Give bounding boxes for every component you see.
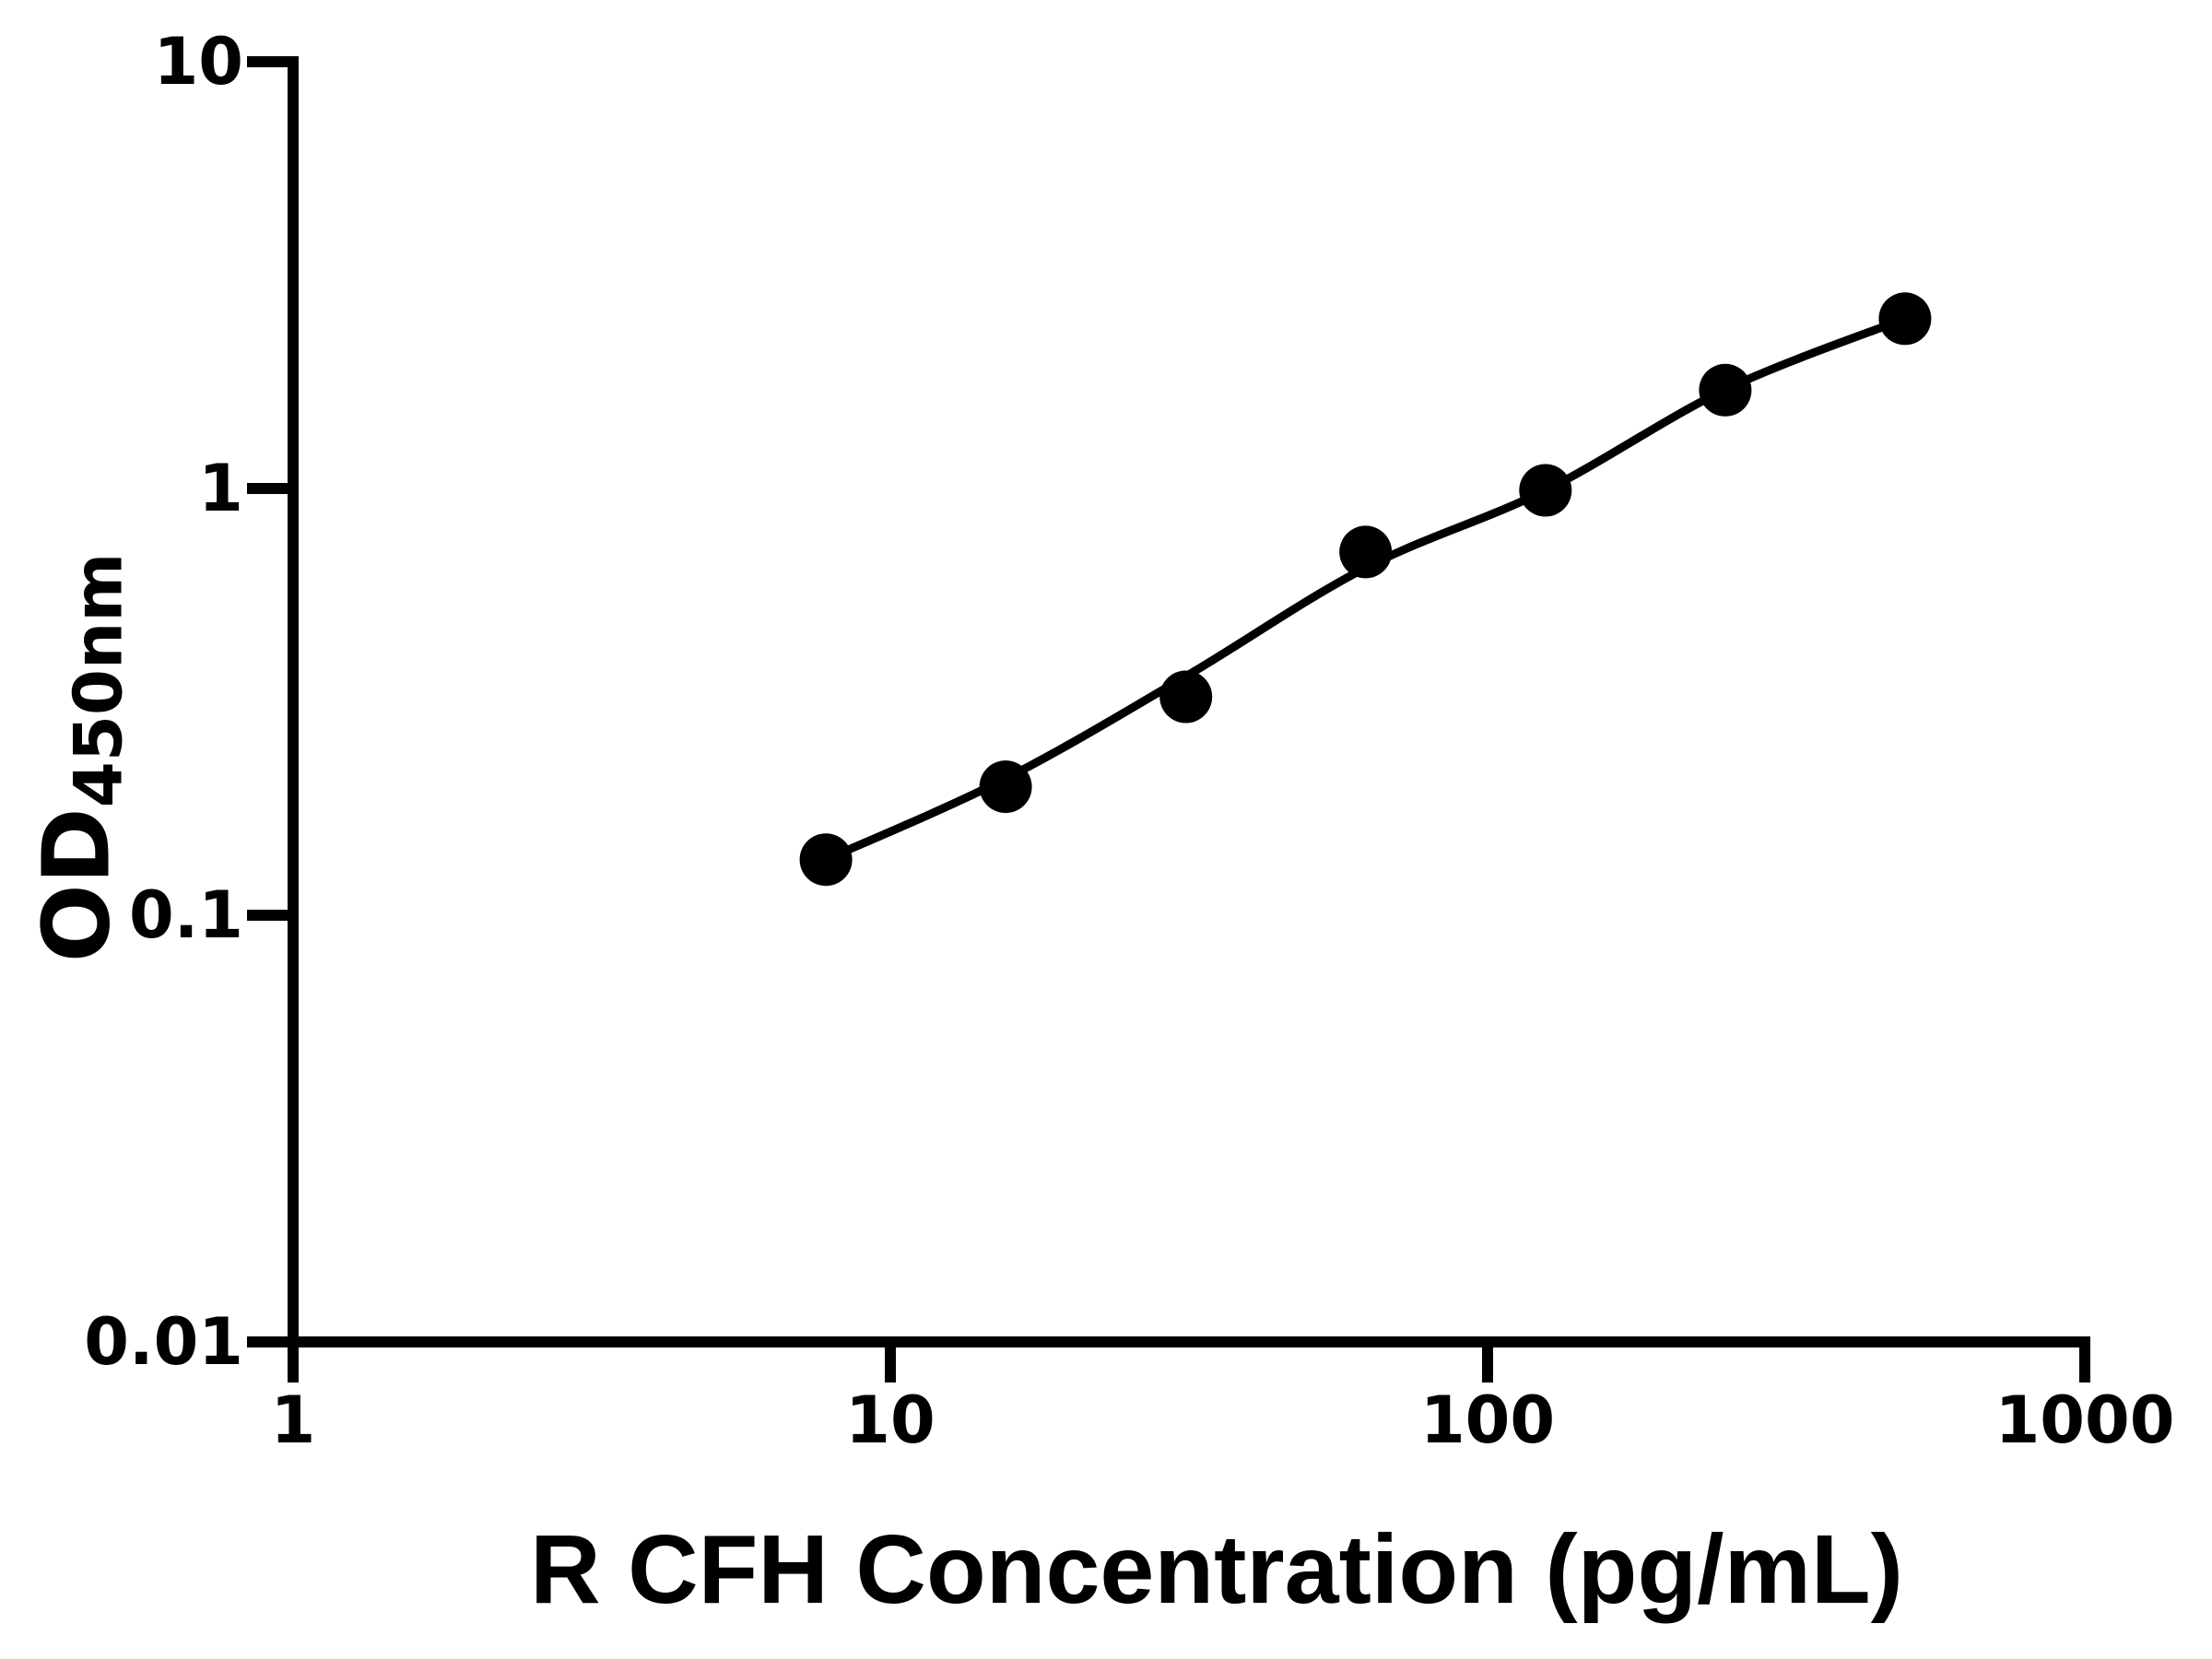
y-tick-label: 0.1 <box>128 877 243 953</box>
y-tick-label: 10 <box>153 24 243 100</box>
x-tick-label: 100 <box>1419 1382 1556 1458</box>
data-point-marker <box>979 760 1032 814</box>
data-point-marker <box>1519 464 1572 517</box>
data-point-marker <box>1878 292 1932 346</box>
data-point-marker <box>1159 670 1213 724</box>
y-tick-label: 1 <box>198 451 243 526</box>
y-axis-title-subscript: 450nm <box>59 552 137 808</box>
y-tick-label: 0.01 <box>84 1304 243 1380</box>
data-point-marker <box>799 833 853 887</box>
data-point-marker <box>1699 363 1752 417</box>
data-point-marker <box>1339 525 1393 579</box>
x-tick-label: 1000 <box>1994 1382 2175 1458</box>
x-tick-label: 1 <box>270 1382 316 1458</box>
x-axis-title: R CFH Concentration (pg/mL) <box>530 1515 1903 1624</box>
x-tick-label: 10 <box>845 1382 935 1458</box>
